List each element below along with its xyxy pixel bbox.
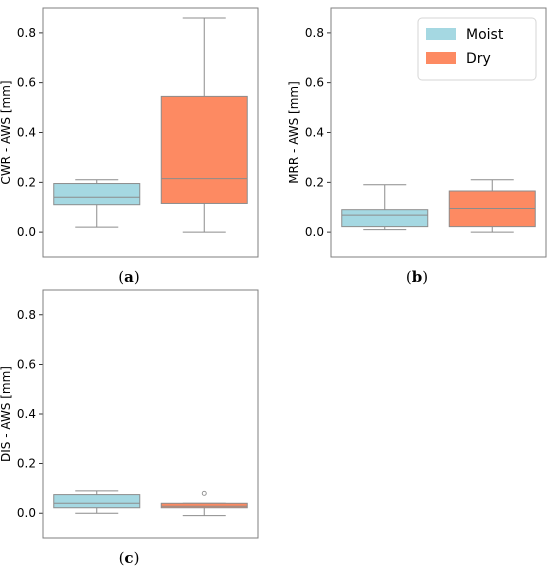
box-moist bbox=[341, 184, 429, 231]
y-tick-label: 0.8 bbox=[17, 26, 36, 40]
box-dry bbox=[448, 179, 536, 233]
box-body bbox=[160, 95, 248, 204]
outlier-point bbox=[201, 490, 207, 496]
y-tick-label: 0.4 bbox=[305, 126, 324, 140]
legend-label-moist: Moist bbox=[466, 27, 504, 43]
legend-label-dry: Dry bbox=[466, 51, 491, 67]
y-axis-label: DIS - AWS [mm] bbox=[0, 366, 13, 462]
y-tick-label: 0.4 bbox=[17, 407, 36, 421]
y-tick-label: 0.6 bbox=[305, 76, 324, 90]
panel-a: 0.0 0.2 0.4 0.6 0.8 CWR - AWS [mm] (a) bbox=[0, 7, 259, 286]
y-tick-label: 0.8 bbox=[17, 308, 36, 322]
plot-frame bbox=[330, 7, 547, 258]
y-tick-label: 0.6 bbox=[17, 76, 36, 90]
y-tick-label: 0.6 bbox=[17, 357, 36, 371]
legend-swatch-dry bbox=[426, 52, 456, 64]
y-tick-label: 0.0 bbox=[17, 506, 36, 520]
box-body bbox=[160, 502, 248, 509]
y-axis-label: CWR - AWS [mm] bbox=[0, 80, 13, 184]
box-body bbox=[53, 494, 141, 509]
panel-caption: (c) bbox=[119, 549, 140, 567]
panel-c: 0.0 0.2 0.4 0.6 0.8 DIS - AWS [mm] (c) bbox=[0, 289, 259, 567]
panel-caption: (b) bbox=[406, 268, 428, 286]
y-tick-label: 0.2 bbox=[305, 175, 324, 189]
box-dry bbox=[160, 17, 248, 233]
legend: Moist Dry bbox=[417, 17, 537, 81]
y-axis-label: MRR - AWS [mm] bbox=[287, 81, 301, 184]
y-tick-label: 0.8 bbox=[305, 26, 324, 40]
y-tick-label: 0.0 bbox=[17, 225, 36, 239]
y-tick-label: 0.2 bbox=[17, 175, 36, 189]
box-dry bbox=[160, 490, 248, 517]
box-moist bbox=[53, 490, 141, 514]
plot-frame bbox=[42, 7, 259, 258]
panel-b: 0.0 0.2 0.4 0.6 0.8 MRR - AWS [mm] (b) bbox=[287, 7, 547, 286]
plot-frame bbox=[42, 289, 259, 539]
box-body bbox=[53, 183, 141, 206]
panel-caption: (a) bbox=[118, 268, 139, 286]
box-body bbox=[341, 209, 429, 228]
y-tick-label: 0.4 bbox=[17, 126, 36, 140]
legend-swatch-moist bbox=[426, 28, 456, 40]
box-moist bbox=[53, 179, 141, 228]
y-tick-label: 0.0 bbox=[305, 225, 324, 239]
y-tick-label: 0.2 bbox=[17, 457, 36, 471]
